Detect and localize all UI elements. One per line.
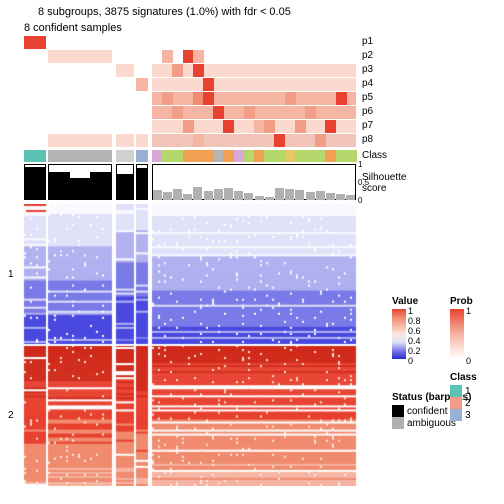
row-label: p2 [362,50,373,61]
row-label: Class [362,150,387,161]
row-label: p3 [362,64,373,75]
legend-class: Class 1 2 3 [450,372,477,421]
row-label: p7 [362,120,373,131]
legend-value: Value 1 0.8 0.6 0.4 0.2 0 [392,296,418,359]
row-label: p1 [362,36,373,47]
title-line-2: 8 confident samples [24,22,122,34]
title-line-1: 8 subgroups, 3875 signatures (1.0%) with… [38,6,291,18]
cluster-label: 2 [8,410,14,421]
row-label: p5 [362,92,373,103]
row-label: p6 [362,106,373,117]
legend-prob: Prob 1 0 [450,296,473,359]
row-label: p4 [362,78,373,89]
signature-heatmap [0,204,504,486]
row-label: p8 [362,134,373,145]
cluster-label: 1 [8,269,14,280]
